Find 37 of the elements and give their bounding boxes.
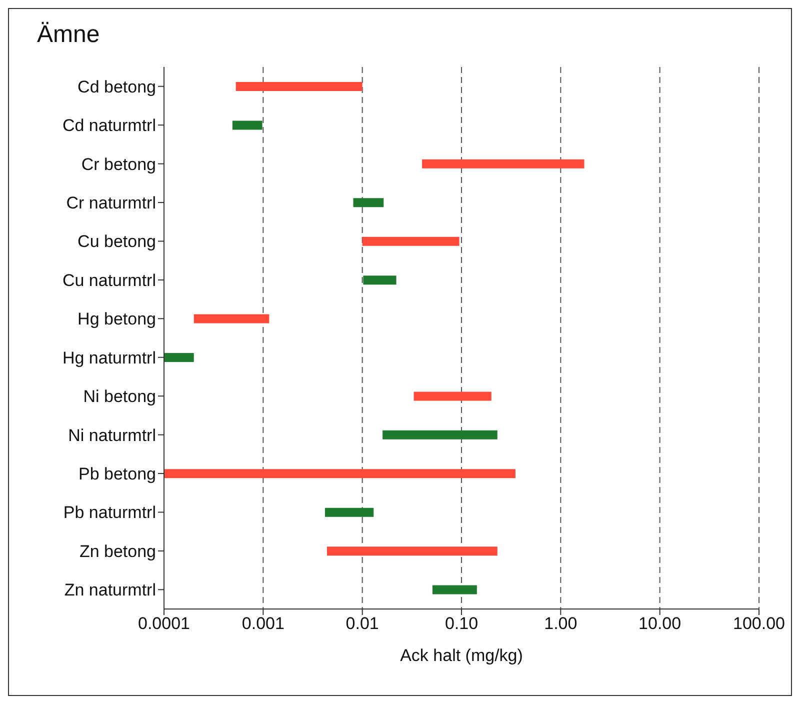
bar (422, 159, 584, 168)
y-tick-label: Zn naturmtrl (64, 580, 156, 600)
bar (353, 198, 384, 208)
y-axis-title: Ämne (37, 21, 100, 49)
y-tick-label: Cu betong (78, 232, 156, 252)
y-tick-label: Pb betong (78, 464, 156, 484)
y-tick-label: Cu naturmtrl (62, 270, 156, 290)
x-tick-label: 1.00 (544, 614, 578, 634)
y-tick-label: Cd betong (78, 77, 156, 96)
bar (232, 120, 262, 130)
x-tick-label: 0.0001 (138, 614, 190, 634)
bar (324, 508, 374, 517)
bar (326, 546, 498, 556)
y-tick-label: Hg betong (78, 310, 156, 329)
y-tick-label: Hg naturmtrl (62, 348, 156, 368)
y-tick-label: Ni naturmtrl (68, 426, 156, 445)
bar (414, 392, 492, 401)
bar (382, 430, 498, 440)
bar (432, 585, 477, 594)
y-tick-label: Pb naturmtrl (63, 503, 156, 522)
x-tick-label: 0.10 (444, 614, 478, 634)
bar (236, 82, 362, 91)
x-tick-label: 0.01 (346, 614, 379, 634)
y-tick-label: Cr naturmtrl (66, 194, 156, 213)
bar (362, 236, 460, 246)
x-tick-label: 10.00 (638, 614, 682, 634)
bar (363, 276, 396, 285)
y-tick-label: Ni betong (83, 387, 156, 406)
y-tick-label: Zn betong (79, 542, 156, 561)
x-axis-title: Ack halt (mg/kg) (400, 646, 523, 665)
bar (194, 314, 270, 324)
bar (164, 469, 516, 478)
x-tick-label: 0.001 (242, 614, 284, 634)
y-tick-label: Cr betong (81, 154, 156, 174)
bar (164, 353, 194, 362)
y-tick-label: Cd naturmtrl (62, 116, 156, 136)
x-tick-label: 100.00 (733, 614, 785, 634)
